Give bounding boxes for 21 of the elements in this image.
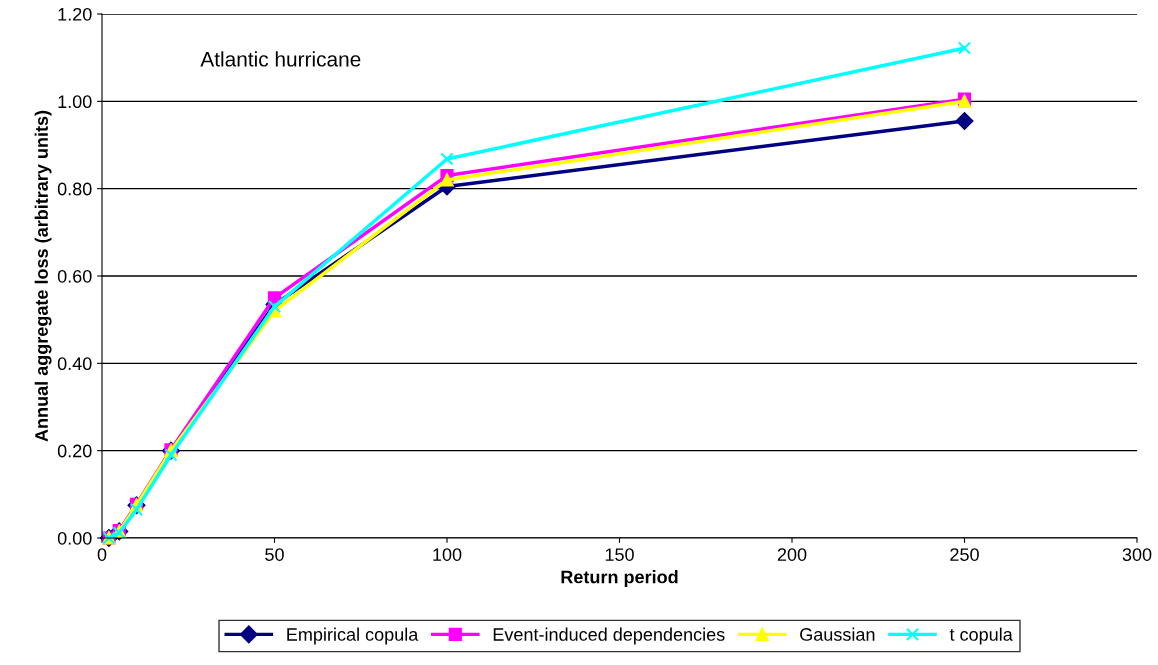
y-tick-label: 0.40: [57, 357, 92, 371]
x-axis-title: Return period: [561, 570, 678, 587]
x-tick-label: 200: [777, 548, 807, 561]
y-tick-label: 0.00: [57, 531, 92, 545]
y-tick-label: 1.00: [58, 95, 92, 109]
legend-label: Event-induced dependencies: [493, 627, 725, 645]
y-tick-label: 1.20: [58, 7, 92, 21]
x-tick-label: 0: [97, 548, 107, 561]
x-tick-label: 250: [950, 548, 979, 561]
annotation: Atlantic hurricane: [200, 51, 361, 67]
y-tick-label: 0.20: [57, 444, 92, 458]
y-axis-title: Annual aggregate loss (arbitrary units): [34, 110, 52, 442]
legend-label: Empirical copula: [287, 627, 419, 645]
y-tick-label: 0.60: [57, 269, 92, 283]
x-tick-label: 150: [605, 548, 634, 561]
legend-label: t copula: [949, 627, 1013, 645]
x-tick-label: 300: [1122, 548, 1152, 561]
y-tick-label: 0.80: [57, 182, 92, 196]
x-tick-label: 100: [433, 548, 462, 561]
legend-label: Gaussian: [800, 627, 875, 641]
x-tick-label: 50: [265, 548, 284, 561]
